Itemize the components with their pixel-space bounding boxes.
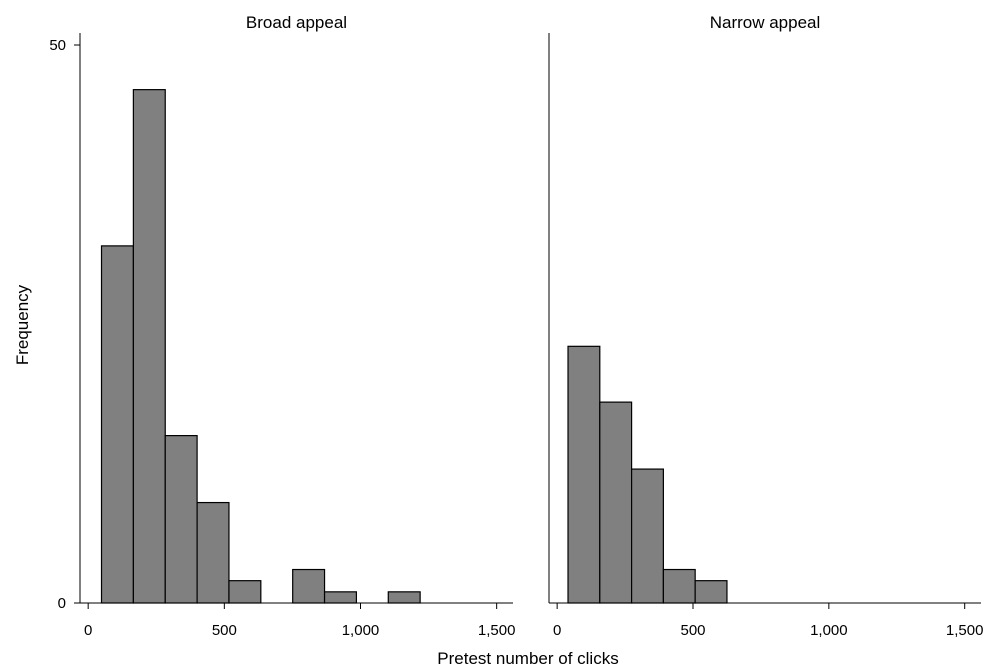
y-tick-label: 50: [49, 37, 66, 54]
x-tick-label: 1,500: [478, 622, 516, 639]
panel-2: Narrow appeal 0 500 1,000 1,500: [548, 13, 984, 639]
histogram-bar: [196, 501, 230, 604]
x-tick-label: 0: [553, 622, 561, 639]
panel-title: Narrow appeal: [710, 13, 821, 32]
histogram-bar: [323, 591, 358, 604]
x-axis-title: Pretest number of clicks: [437, 649, 618, 668]
histogram-bar: [630, 468, 664, 604]
histogram-bar: [292, 568, 326, 604]
x-tick-label: 1,000: [342, 622, 380, 639]
histogram-bar: [662, 568, 696, 604]
panel-title: Broad appeal: [246, 13, 347, 32]
x-tick-label: 1,000: [810, 622, 848, 639]
x-tick-label: 500: [212, 622, 237, 639]
x-tick-label: 500: [680, 622, 705, 639]
histogram-bar: [694, 580, 728, 604]
histogram-bar: [387, 591, 421, 604]
x-tick-label: 1,500: [946, 622, 984, 639]
histogram-bar: [228, 580, 262, 604]
histogram-bar: [164, 435, 198, 604]
histogram-bar: [100, 245, 134, 604]
histogram-bar: [132, 89, 166, 604]
y-axis-title: Frequency: [13, 284, 32, 365]
histogram-bar: [567, 345, 601, 604]
x-tick-label: 0: [84, 622, 92, 639]
histogram-bar: [599, 401, 633, 604]
y-tick-label: 0: [58, 595, 66, 612]
